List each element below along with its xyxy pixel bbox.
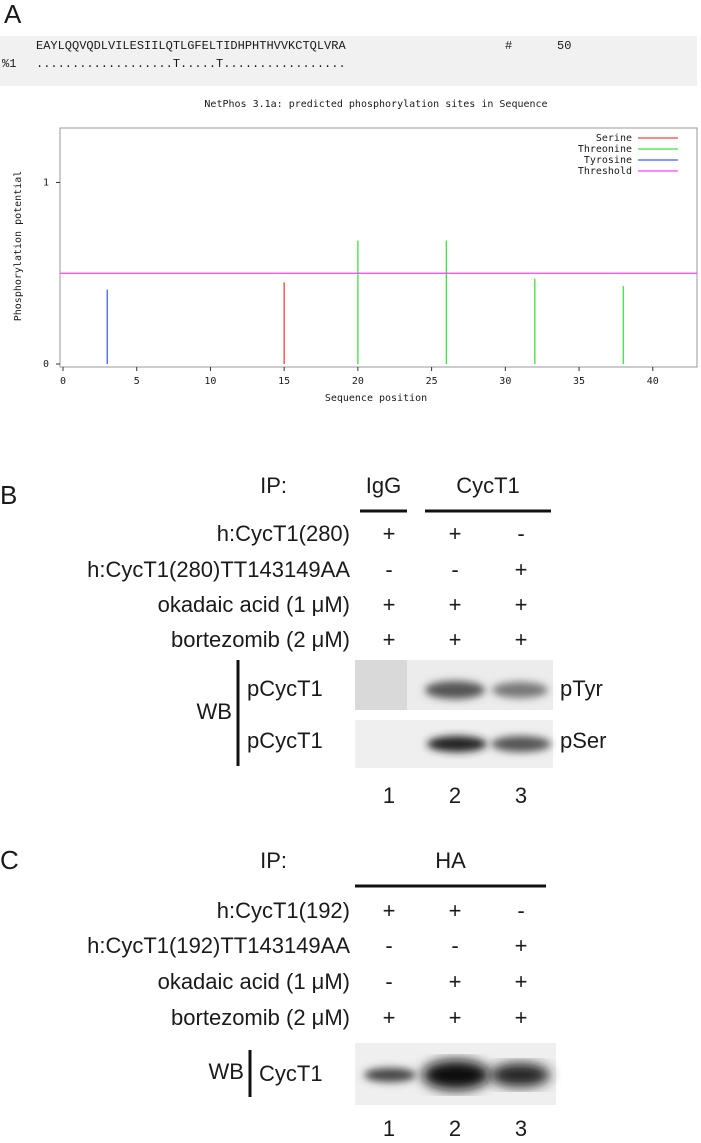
x-tick-label: 25	[426, 376, 438, 387]
sequence-number: 50	[557, 39, 571, 53]
probe-label: pSer	[560, 728, 606, 753]
treatment-mark: +	[515, 969, 528, 994]
treatment-mark: +	[383, 521, 396, 546]
antibody-label: pCycT1	[247, 676, 323, 701]
treatment-mark: +	[515, 592, 528, 617]
antibody-label: pCycT1	[247, 728, 323, 753]
row-label: bortezomib (2 μM)	[171, 1005, 350, 1030]
x-tick-label: 15	[278, 376, 290, 387]
x-tick-label: 5	[134, 376, 140, 387]
legend-label: Threshold	[578, 166, 632, 177]
y-axis-label: Phosphorylation potential	[13, 171, 24, 322]
treatment-mark: -	[451, 557, 458, 582]
panel-label: B	[0, 480, 17, 510]
ip-label: IP:	[260, 848, 287, 873]
treatment-mark: -	[385, 969, 392, 994]
wb-label: WB	[197, 699, 232, 724]
probe-label: pTyr	[560, 676, 603, 701]
row-label: h:CycT1(192)	[217, 898, 350, 923]
treatment-mark: +	[383, 592, 396, 617]
wb-label: WB	[209, 1059, 244, 1084]
y-tick-label: 1	[43, 177, 49, 188]
legend-label: Tyrosine	[584, 155, 632, 166]
row-label: okadaic acid (1 μM)	[158, 969, 350, 994]
blot-images	[355, 660, 556, 1105]
lane-number: 2	[449, 1116, 461, 1141]
sequence: EAYLQQVQDLVILESIILQTLGFELTIDHPHTHVVKCTQL…	[36, 39, 346, 53]
treatment-mark: +	[449, 898, 462, 923]
lane-number: 2	[449, 783, 461, 808]
row-label: h:CycT1(280)	[217, 521, 350, 546]
treatment-mark: +	[515, 1005, 528, 1030]
lane-number: 3	[515, 1116, 527, 1141]
treatment-mark: +	[515, 933, 528, 958]
antibody-label: CycT1	[259, 1061, 323, 1086]
row-label: bortezomib (2 μM)	[171, 627, 350, 652]
lane-number: 1	[383, 1116, 395, 1141]
x-tick-label: 0	[60, 376, 66, 387]
panel-label: C	[0, 845, 19, 875]
chart-title: NetPhos 3.1a: predicted phosphorylation …	[204, 99, 547, 110]
plot-frame	[59, 127, 698, 368]
treatment-mark: -	[451, 933, 458, 958]
treatment-mark: +	[449, 627, 462, 652]
x-tick-label: 10	[204, 376, 216, 387]
sequence-prefix: %1	[2, 57, 16, 71]
sequence-predictions: ...................T.....T..............…	[36, 57, 346, 71]
treatment-mark: -	[385, 557, 392, 582]
lane-number: 3	[515, 783, 527, 808]
row-label: h:CycT1(280)TT143149AA	[87, 557, 350, 582]
row-label: okadaic acid (1 μM)	[158, 592, 350, 617]
treatment-mark: +	[383, 1005, 396, 1030]
treatment-mark: +	[515, 627, 528, 652]
x-tick-label: 40	[647, 376, 659, 387]
lane-number: 1	[383, 783, 395, 808]
treatment-mark: -	[517, 521, 524, 546]
x-tick-label: 35	[573, 376, 585, 387]
panel-label: A	[4, 0, 22, 29]
treatment-mark: +	[383, 627, 396, 652]
ip-group: IgG	[366, 473, 401, 498]
row-label: h:CycT1(192)TT143149AA	[87, 933, 350, 958]
sequence-hash: #	[505, 39, 512, 53]
treatment-mark: +	[515, 557, 528, 582]
ip-label: IP:	[260, 473, 287, 498]
treatment-mark: +	[449, 1005, 462, 1030]
legend-label: Threonine	[578, 144, 632, 155]
treatment-mark: +	[449, 592, 462, 617]
legend-label: Serine	[596, 133, 632, 144]
x-tick-label: 30	[499, 376, 511, 387]
ip-group: HA	[435, 848, 466, 873]
treatment-mark: -	[385, 933, 392, 958]
treatment-mark: +	[383, 898, 396, 923]
treatment-mark: +	[449, 969, 462, 994]
x-tick-label: 20	[352, 376, 364, 387]
sequence-box	[0, 36, 697, 86]
ip-group: CycT1	[456, 473, 520, 498]
treatment-mark: -	[517, 898, 524, 923]
treatment-mark: +	[449, 521, 462, 546]
x-axis-label: Sequence position	[325, 393, 427, 404]
y-tick-label: 0	[43, 359, 49, 370]
